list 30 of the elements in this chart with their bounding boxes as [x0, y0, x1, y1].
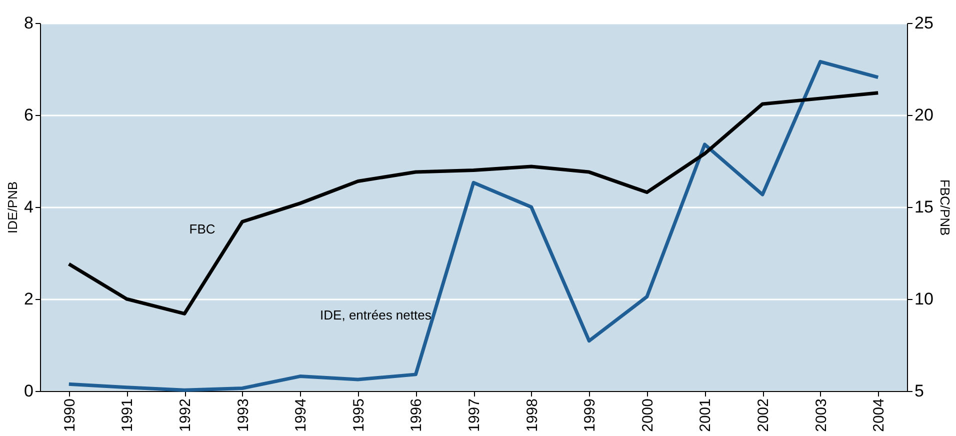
y2-tick-label: 25 — [914, 14, 934, 32]
x-tick-label: 1990 — [61, 398, 78, 432]
x-tick-label: 1992 — [177, 398, 194, 432]
y-axis-title: IDE/PNB — [5, 181, 20, 234]
y-tick-label: 4 — [24, 198, 34, 216]
x-tick-label: 1991 — [119, 398, 136, 432]
y-tick-label: 0 — [24, 382, 34, 400]
series-label: FBC — [189, 222, 216, 237]
y2-axis-title: FBC/PNB — [937, 179, 952, 236]
y2-tick-label: 20 — [914, 106, 934, 124]
x-tick-label: 1997 — [466, 398, 483, 432]
y2-tick-label: 15 — [914, 198, 934, 216]
x-tick-label: 1996 — [408, 398, 426, 432]
x-tick-label: 1998 — [524, 398, 541, 432]
line-series — [67, 60, 880, 392]
y-tick-label: 8 — [24, 14, 34, 32]
x-tick-label: 2001 — [697, 398, 714, 432]
x-tick-label: 2002 — [755, 398, 772, 432]
x-tick-label: 1993 — [234, 398, 252, 432]
y-tick-label: 6 — [24, 106, 34, 124]
y2-tick-label: 10 — [914, 290, 934, 308]
x-tick-label: 1995 — [350, 398, 368, 432]
x-tick-label: 2000 — [639, 398, 656, 432]
x-tick-label: 2003 — [812, 398, 830, 432]
series-label: IDE, entrées nettes — [320, 307, 432, 322]
y2-tick-label: 5 — [914, 382, 924, 400]
x-tick-label: 1994 — [292, 398, 310, 432]
x-tick-label: 2004 — [870, 398, 888, 432]
y-tick-label: 2 — [24, 290, 34, 308]
x-tick-label: 1999 — [582, 398, 599, 432]
